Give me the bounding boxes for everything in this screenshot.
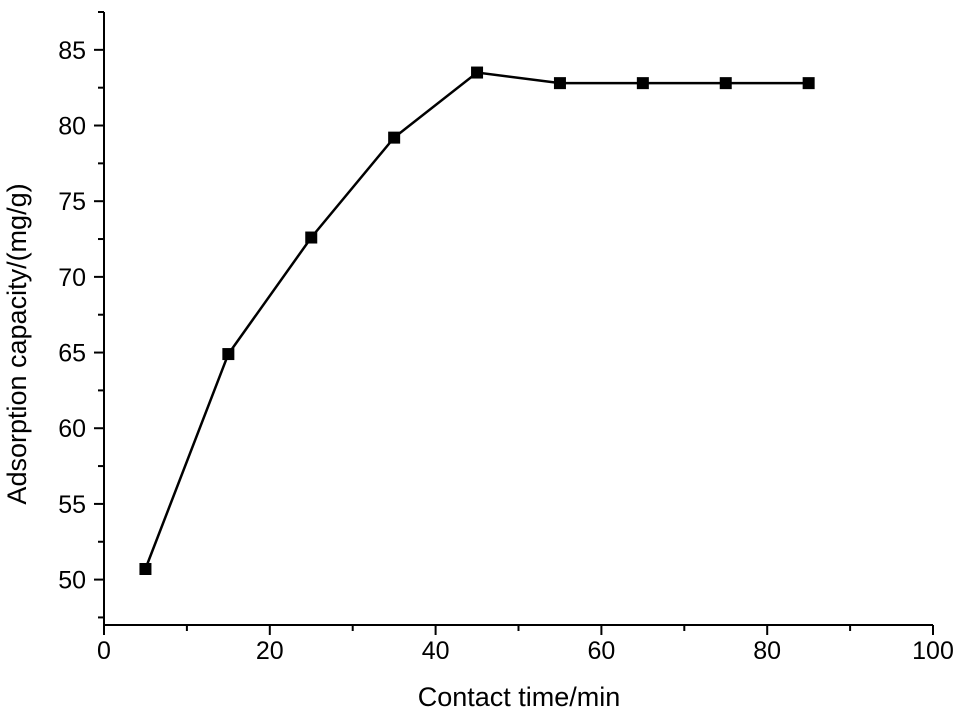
y-tick-label: 80 xyxy=(58,113,86,141)
x-tick-label: 20 xyxy=(256,637,284,665)
data-point-marker xyxy=(719,77,732,90)
data-point-marker xyxy=(471,66,484,79)
data-point-marker xyxy=(802,77,815,90)
y-tick-label: 85 xyxy=(58,37,86,65)
y-tick-label: 70 xyxy=(58,264,86,292)
data-point-marker xyxy=(222,348,235,361)
data-point-marker xyxy=(553,77,566,90)
y-tick-label: 60 xyxy=(58,415,86,443)
y-tick-label: 55 xyxy=(58,491,86,519)
y-tick-label: 50 xyxy=(58,567,86,595)
x-tick-label: 100 xyxy=(912,637,954,665)
y-axis-title: Adsorption capacity/(mg/g) xyxy=(2,183,32,504)
data-point-marker xyxy=(305,231,318,244)
x-axis-title: Contact time/min xyxy=(418,682,621,712)
x-tick-label: 0 xyxy=(97,637,111,665)
series-line xyxy=(144,71,809,570)
plot-area: 0 20 40 60 80 100 50 55 60 65 70 75 80 85 xyxy=(58,11,954,665)
data-point-marker xyxy=(139,562,152,575)
data-point-marker xyxy=(388,131,401,144)
x-tick-label: 80 xyxy=(753,637,781,665)
y-tick-label: 65 xyxy=(58,340,86,368)
y-tick-label: 75 xyxy=(58,188,86,216)
x-tick-label: 60 xyxy=(587,637,615,665)
data-point-marker xyxy=(636,77,649,90)
x-tick-label: 40 xyxy=(422,637,450,665)
